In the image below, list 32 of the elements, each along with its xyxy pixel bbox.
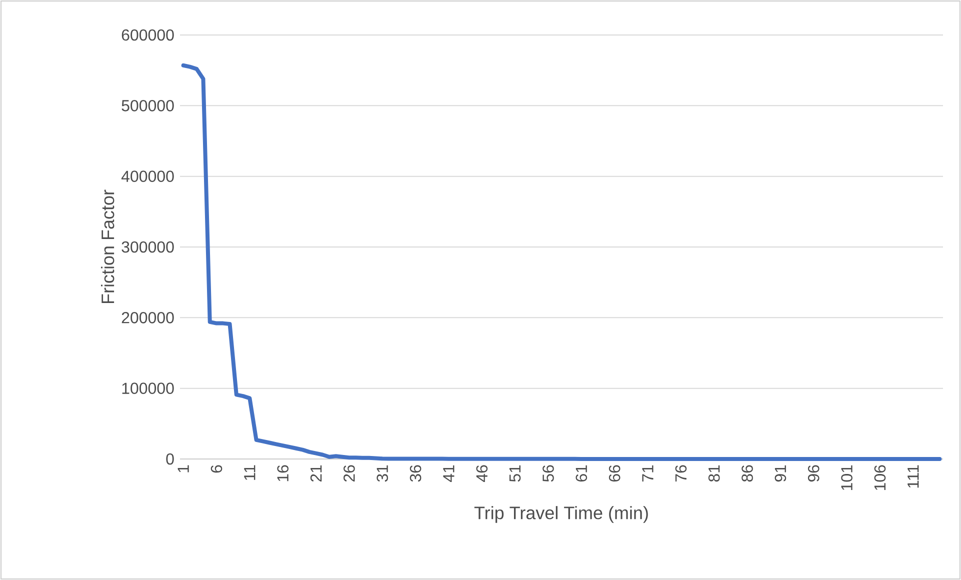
x-tick-label: 46	[476, 465, 488, 482]
x-tick-label: 1	[178, 465, 189, 472]
x-tick-label: 26	[344, 465, 355, 482]
y-tick-label: 600000	[122, 29, 174, 41]
y-tick-label: 500000	[122, 100, 174, 112]
x-tick-label: 21	[310, 465, 322, 482]
x-tick-label: 6	[210, 465, 222, 473]
x-tick-label: 91	[774, 465, 786, 482]
y-axis-title: Friction Factor	[100, 190, 114, 304]
x-tick-label: 96	[808, 465, 820, 482]
x-tick-label: 51	[509, 465, 521, 482]
x-tick-label: 61	[576, 465, 588, 482]
x-tick-label: 66	[608, 465, 620, 482]
x-tick-label: 41	[443, 465, 454, 482]
x-tick-label: 71	[642, 465, 654, 482]
x-tick-label: 101	[841, 465, 852, 490]
x-tick-label: 31	[376, 465, 388, 482]
x-tick-label: 36	[410, 465, 422, 482]
x-tick-label: 56	[542, 465, 554, 482]
x-tick-label: 106	[874, 465, 886, 490]
y-tick-label: 0	[166, 453, 174, 465]
x-tick-label: 81	[708, 465, 720, 482]
x-tick-label: 86	[742, 465, 753, 482]
y-tick-label: 100000	[122, 382, 174, 394]
x-axis-title: Trip Travel Time (min)	[474, 506, 648, 523]
x-tick-label: 16	[277, 465, 289, 482]
x-tick-label: 11	[244, 465, 256, 480]
y-tick-label: 300000	[122, 241, 174, 253]
y-tick-label: 200000	[122, 312, 174, 324]
x-tick-label: 111	[908, 465, 919, 488]
y-tick-label: 400000	[121, 170, 174, 182]
x-tick-label: 76	[675, 465, 687, 482]
